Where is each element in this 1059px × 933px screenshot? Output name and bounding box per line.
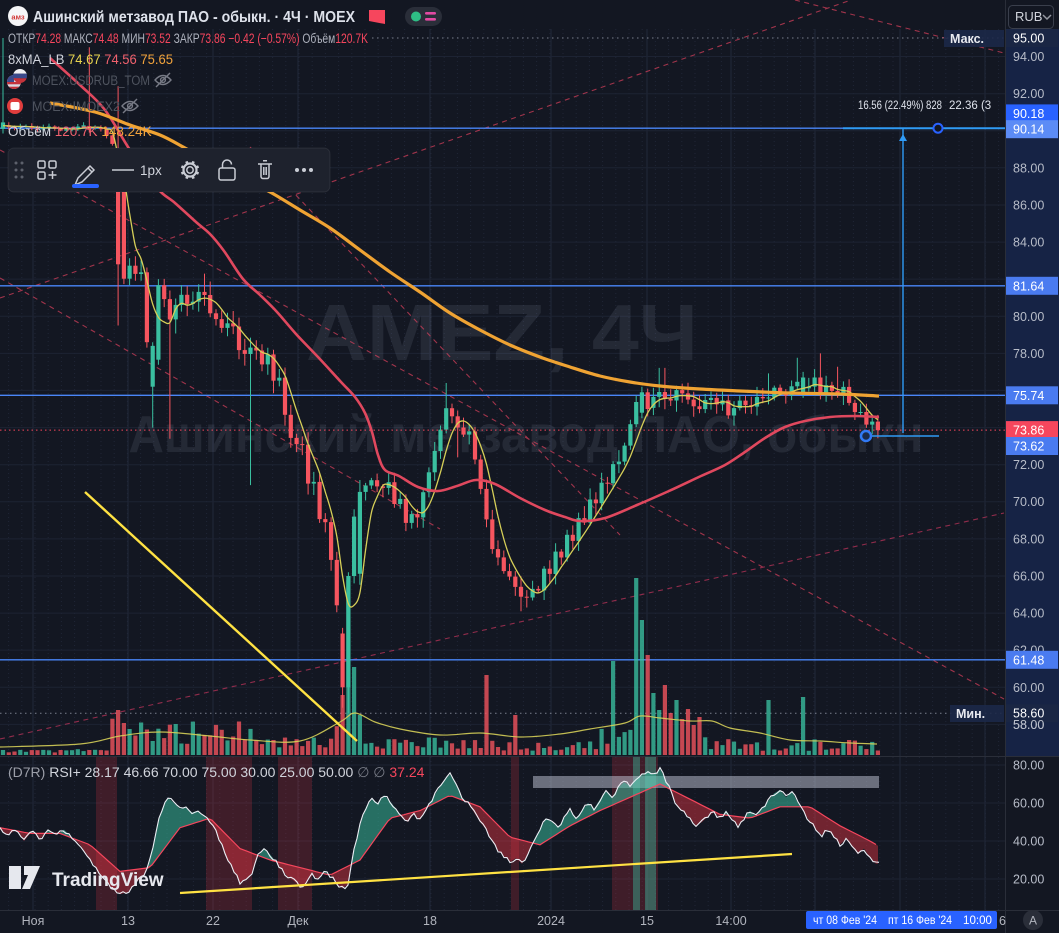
- svg-text:66.00: 66.00: [1013, 570, 1044, 584]
- svg-text:86.00: 86.00: [1013, 199, 1044, 213]
- svg-text:15: 15: [640, 914, 654, 928]
- svg-text:88.00: 88.00: [1013, 161, 1044, 175]
- svg-text:Ноя: Ноя: [22, 914, 45, 928]
- svg-text:6: 6: [999, 914, 1006, 928]
- svg-text:MOEX:USDRUB_TOM: MOEX:USDRUB_TOM: [32, 73, 150, 88]
- svg-text:68.00: 68.00: [1013, 532, 1044, 546]
- svg-text:90.18: 90.18: [1013, 107, 1044, 121]
- svg-text:60.00: 60.00: [1013, 797, 1044, 811]
- svg-text:RUB: RUB: [1015, 9, 1042, 24]
- svg-text:40.00: 40.00: [1013, 835, 1044, 849]
- svg-text:58.00: 58.00: [1013, 718, 1044, 732]
- svg-text:84.00: 84.00: [1013, 236, 1044, 250]
- svg-text:20.00: 20.00: [1013, 873, 1044, 887]
- svg-text:22.36 (3: 22.36 (3: [949, 100, 991, 112]
- svg-text:22: 22: [206, 914, 220, 928]
- svg-text:MOEX:IMOEX2: MOEX:IMOEX2: [32, 99, 120, 114]
- svg-text:Дек: Дек: [288, 914, 309, 928]
- svg-text:14:00: 14:00: [715, 914, 746, 928]
- svg-text:92.00: 92.00: [1013, 87, 1044, 101]
- svg-text:80.00: 80.00: [1013, 759, 1044, 773]
- svg-text:60.00: 60.00: [1013, 681, 1044, 695]
- svg-text:A: A: [1029, 914, 1037, 928]
- svg-text:13: 13: [121, 914, 135, 928]
- svg-text:ОТКР74.28 МАКС74.48 МИН73.52: ОТКР74.28 МАКС74.48 МИН73.52 ЗАКР73.86 −…: [8, 31, 368, 46]
- svg-text:AMEZ, 4Ч: AMEZ, 4Ч: [306, 288, 698, 377]
- svg-text:18: 18: [423, 914, 437, 928]
- svg-text:пт 16 Фев '24: пт 16 Фев '24: [888, 913, 952, 927]
- svg-text:94.00: 94.00: [1013, 50, 1044, 64]
- svg-text:Макс.: Макс.: [950, 32, 984, 46]
- svg-text:78.00: 78.00: [1013, 347, 1044, 361]
- svg-text:Мин.: Мин.: [956, 707, 985, 721]
- svg-text:чт 08 Фев '24: чт 08 Фев '24: [813, 913, 877, 927]
- svg-text:73.62: 73.62: [1013, 440, 1044, 454]
- svg-text:64.00: 64.00: [1013, 607, 1044, 621]
- svg-text:TradingView: TradingView: [52, 870, 164, 891]
- svg-text:Объём 120.7K 148.24K: Объём 120.7K 148.24K: [8, 124, 152, 139]
- svg-text:Ашинский метзавод ПАО - обыкн.: Ашинский метзавод ПАО - обыкн. · 4Ч · MO…: [33, 9, 356, 26]
- svg-text:амз: амз: [11, 13, 25, 22]
- svg-text:81.64: 81.64: [1013, 279, 1044, 293]
- svg-text:61.48: 61.48: [1013, 653, 1044, 667]
- svg-text:1px: 1px: [140, 163, 162, 178]
- svg-text:(D7R) RSI+ 28.17 46.66 70.0: (D7R) RSI+ 28.17 46.66 70.00 75.00 30.00…: [8, 764, 425, 780]
- svg-text:2024: 2024: [537, 914, 565, 928]
- svg-text:70.00: 70.00: [1013, 495, 1044, 509]
- svg-text:58.60: 58.60: [1013, 707, 1044, 721]
- svg-text:8xMA_LB 74.67 74.56 75.65: 8xMA_LB 74.67 74.56 75.65: [8, 52, 173, 67]
- svg-text:72.00: 72.00: [1013, 458, 1044, 472]
- svg-text:Ашинский метзавод ПАО, обыкн: Ашинский метзавод ПАО, обыкн: [129, 406, 924, 464]
- svg-text:73.86: 73.86: [1013, 424, 1044, 438]
- svg-text:16.56 (22.49%) 828: 16.56 (22.49%) 828: [858, 100, 942, 112]
- svg-text:90.14: 90.14: [1013, 123, 1044, 137]
- svg-text:10:00: 10:00: [963, 913, 992, 927]
- svg-text:95.00: 95.00: [1013, 32, 1044, 46]
- svg-text:75.74: 75.74: [1013, 389, 1044, 403]
- svg-text:80.00: 80.00: [1013, 310, 1044, 324]
